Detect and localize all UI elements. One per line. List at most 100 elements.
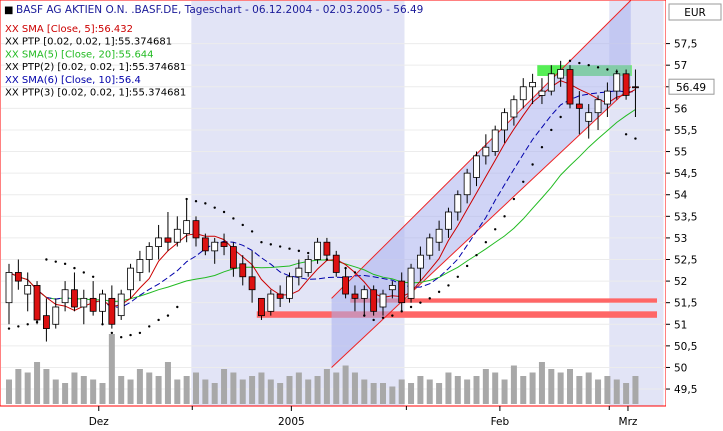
sar-dot [73,266,76,270]
volume-bar [623,383,630,404]
volume-bar [286,376,293,404]
volume-bar [323,369,330,404]
sma10-line [8,90,636,308]
candle [594,95,602,130]
sar-dot [157,318,160,322]
candle [267,289,275,316]
candle-body [445,211,452,230]
volume-bar [239,379,246,404]
candle [155,224,163,260]
sar-dot [194,200,198,203]
candle [52,298,60,329]
volume-bar [333,372,340,404]
sar-dot [503,215,506,218]
volume-bar [538,362,545,404]
candle [407,263,415,303]
candle-body [136,259,144,273]
candle [519,78,527,109]
volume-bar [15,369,22,404]
sar-dot [465,264,469,268]
y-tick-label: 57,5 [674,39,697,51]
candle-body [332,254,340,273]
volume-bar [295,372,302,404]
legend-item: XX PTP(2) [0.02, 0.02, 1]:55.374681 [5,62,186,73]
candle-body [239,263,247,278]
volume-bar [436,383,443,404]
volume-bar [380,383,386,404]
candle-body [622,73,630,96]
candle-body [183,220,191,234]
volume-bar [127,379,134,404]
candle [248,250,256,303]
candle-body [482,146,490,157]
sar-dot [559,115,562,119]
sar-dot [419,301,422,304]
sar-dot [494,228,497,231]
candle-body [43,315,50,329]
sar-dot [624,133,628,136]
candle-body [370,289,378,312]
candle [164,212,172,251]
sar-dot [232,217,235,220]
sar-dot [241,223,244,227]
candle-body [463,172,471,196]
candle-body [529,82,536,88]
volume-bar [90,379,97,404]
y-tick-label: 55 [674,147,687,159]
currency-box [668,3,722,21]
y-tick-label: 50,5 [674,341,697,353]
candle-body [295,267,303,278]
volume-bar [267,379,274,404]
sar-dot [278,245,282,248]
volume-bar [445,372,452,404]
y-tick-label: 49,5 [674,384,697,396]
candle-body [24,285,32,295]
candle-body [585,112,593,122]
candle-body [267,293,275,312]
volume-bar [155,376,162,404]
candle-body [351,293,359,299]
candle [632,69,639,117]
shaded-periods [191,1,664,406]
candle-body [491,129,499,152]
candle [501,108,508,143]
y-tick-label: 53 [674,233,687,245]
candle [332,250,340,277]
candle [604,82,611,117]
candle [538,78,546,105]
volume-bar [305,379,312,404]
candle [342,268,350,299]
candle-body [52,306,60,325]
candle-body [388,285,396,291]
candle-body [173,228,181,243]
volume-bar [567,369,573,404]
candle-body [510,99,518,118]
volume-bar [632,376,639,404]
candle [360,285,368,316]
sar-dot [204,202,207,205]
volume-bar [24,372,31,404]
volume-bar [454,376,461,404]
volume-bar [108,334,115,404]
sar-dot [372,318,375,322]
sar-dot [606,68,609,71]
candle-body [145,246,153,260]
volume-bar [520,376,527,404]
candle-body [632,86,639,89]
candle [416,246,424,282]
volume-bar [211,383,218,404]
volume-bar [576,376,583,404]
candle [24,272,32,312]
sar-dot [381,316,385,319]
y-tick-label: 54 [674,190,688,202]
candle-body [258,297,265,317]
candle [473,151,480,187]
sar-dot [110,331,114,335]
candle [575,91,583,135]
candle [276,285,284,307]
volume-bar [482,369,489,404]
candle [145,242,153,273]
last-price-label: 56.49 [676,82,706,94]
candle-body [201,237,209,252]
y-axis-panel [666,0,723,406]
